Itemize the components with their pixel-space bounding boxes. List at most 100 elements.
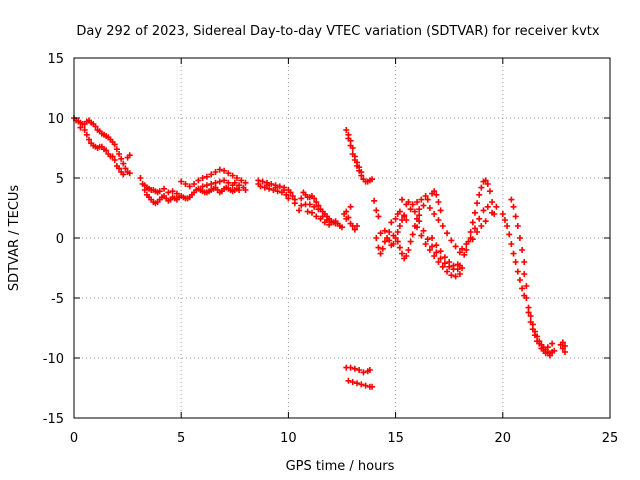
data-point — [561, 343, 568, 349]
data-point — [392, 215, 399, 222]
data-point — [414, 199, 421, 205]
data-point — [377, 230, 384, 237]
data-point — [173, 190, 180, 197]
data-point — [527, 313, 534, 319]
data-point — [420, 202, 427, 209]
data-point — [431, 188, 438, 195]
data-point — [444, 268, 451, 275]
data-point — [469, 236, 476, 243]
data-point — [366, 367, 373, 373]
data-point — [527, 319, 534, 325]
data-point — [463, 241, 470, 247]
data-point — [233, 175, 240, 181]
data-point — [519, 285, 526, 292]
data-point — [178, 178, 185, 185]
data-point — [426, 205, 433, 211]
data-point — [111, 141, 118, 148]
data-point — [274, 188, 281, 195]
data-point — [212, 169, 219, 175]
data-point — [351, 365, 358, 372]
data-point — [422, 193, 429, 199]
x-tick-label: 5 — [177, 431, 185, 446]
data-point — [459, 245, 466, 252]
data-point — [354, 223, 361, 229]
data-point — [448, 272, 455, 279]
data-point — [126, 170, 133, 177]
data-point — [396, 208, 403, 215]
data-point — [516, 277, 523, 283]
data-point — [182, 181, 189, 187]
data-point — [396, 223, 403, 229]
data-point — [116, 151, 123, 157]
data-point — [113, 146, 120, 153]
data-point — [212, 179, 219, 186]
data-point — [373, 235, 380, 241]
data-point — [512, 213, 519, 220]
data-point — [216, 166, 223, 173]
data-point — [431, 253, 438, 259]
data-point — [471, 209, 478, 216]
axis-ticks — [73, 57, 611, 419]
data-point — [484, 181, 491, 187]
data-point — [268, 181, 275, 187]
data-point — [345, 214, 352, 221]
data-point — [296, 207, 303, 214]
data-point — [551, 347, 558, 354]
data-point — [109, 153, 116, 160]
data-point — [403, 253, 410, 259]
data-point — [418, 196, 425, 203]
data-point — [525, 309, 532, 316]
data-point — [291, 200, 298, 207]
data-point — [435, 217, 442, 223]
data-point — [362, 382, 369, 389]
data-point — [480, 207, 487, 214]
x-axis-label: GPS time / hours — [286, 459, 395, 474]
data-point — [493, 203, 500, 210]
data-point — [351, 153, 358, 160]
data-point — [83, 131, 90, 138]
data-point — [510, 250, 517, 257]
data-point — [452, 273, 459, 280]
data-point — [358, 169, 365, 175]
data-point — [476, 215, 483, 222]
data-point — [221, 177, 228, 184]
data-point — [345, 131, 352, 138]
data-point — [401, 212, 408, 219]
data-point — [266, 185, 273, 192]
data-point — [347, 364, 354, 371]
data-point — [450, 262, 457, 269]
data-point — [489, 209, 496, 216]
data-point — [354, 380, 361, 387]
data-point — [540, 347, 547, 354]
data-point — [221, 167, 228, 174]
data-point — [313, 199, 320, 205]
data-point — [349, 379, 356, 385]
data-point — [225, 170, 232, 177]
data-point — [381, 227, 388, 234]
data-point — [414, 224, 421, 231]
data-point — [283, 191, 290, 198]
data-point — [255, 181, 262, 187]
data-point — [356, 367, 363, 373]
data-point — [486, 188, 493, 195]
x-tick-label: 15 — [387, 431, 404, 446]
data-point — [259, 178, 266, 185]
data-point — [349, 145, 356, 151]
data-point — [521, 259, 528, 265]
x-tick-label: 10 — [280, 431, 297, 446]
data-point — [347, 137, 354, 144]
data-point — [379, 245, 386, 252]
data-point — [326, 221, 333, 228]
data-point — [416, 218, 423, 225]
data-point — [463, 247, 470, 253]
data-point — [514, 268, 521, 275]
data-point — [126, 152, 133, 159]
data-point — [456, 271, 463, 277]
data-point — [394, 238, 401, 245]
data-point — [343, 127, 350, 133]
data-point — [441, 260, 448, 267]
y-tick-label: -15 — [43, 412, 64, 427]
data-point — [471, 225, 478, 232]
data-point — [446, 259, 453, 265]
data-point — [242, 179, 249, 186]
